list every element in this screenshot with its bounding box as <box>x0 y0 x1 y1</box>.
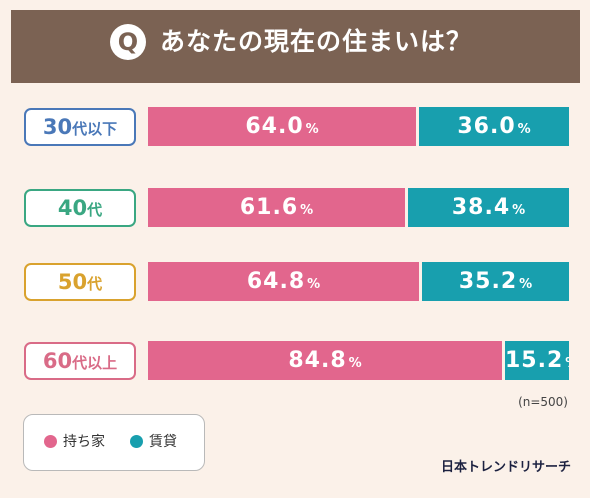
legend-item-owned: 持ち家 <box>44 432 105 452</box>
bar-owned: 64.8% <box>148 262 419 301</box>
bar-unit-label: % <box>348 356 362 371</box>
bar-rent: 36.0% <box>419 107 569 146</box>
bar-owned: 64.0% <box>148 107 416 146</box>
category-label-number: 60 <box>42 349 73 373</box>
category-label-suffix: 代 <box>87 275 103 293</box>
brand-logo: 日本トレンドリサーチ <box>440 460 571 475</box>
category-label: 50代 <box>24 263 136 301</box>
sample-size-note: (n=500) <box>518 395 568 409</box>
bar-value-label: 36.0 <box>457 114 516 139</box>
question-banner <box>11 10 580 83</box>
bar-value-label: 64.8 <box>246 269 306 294</box>
category-label: 40代 <box>24 189 136 227</box>
legend-label-rent: 賃貸 <box>149 434 177 450</box>
bar-rent: 38.4% <box>408 188 569 227</box>
bar-unit-label: % <box>307 277 321 292</box>
bar-unit-label: % <box>305 122 319 137</box>
category-label-suffix: 代以下 <box>72 120 118 138</box>
bar-rent: 35.2% <box>422 262 569 301</box>
legend-item-rent: 賃貸 <box>130 432 177 452</box>
bar-value-label: 64.0 <box>245 114 304 139</box>
bar-value-label: 61.6 <box>239 195 299 220</box>
legend-label-owned: 持ち家 <box>63 434 105 450</box>
category-label-suffix: 代 <box>87 201 103 219</box>
category-label: 60代以上 <box>24 342 136 380</box>
category-label-number: 50 <box>57 270 88 294</box>
category-label-number: 30 <box>42 115 73 139</box>
bar-owned: 84.8% <box>148 341 502 380</box>
category-label-number: 40 <box>57 196 88 220</box>
bar-unit-label: % <box>300 203 314 218</box>
category-label-suffix: 代以上 <box>72 354 118 372</box>
q-badge: Q <box>110 24 146 60</box>
legend-swatch-owned <box>44 435 57 448</box>
category-label: 30代以下 <box>24 108 136 146</box>
bar-unit-label: % <box>565 356 569 371</box>
legend: 持ち家 賃貸 <box>23 414 205 471</box>
bar-value-label: 35.2 <box>458 269 518 294</box>
bar-rent: 15.2% <box>505 341 569 380</box>
bar-value-label: 84.8 <box>288 348 347 373</box>
bar-unit-label: % <box>512 203 526 218</box>
bar-owned: 61.6% <box>148 188 405 227</box>
bar-unit-label: % <box>517 122 531 137</box>
bar-unit-label: % <box>519 277 533 292</box>
question-title: あなたの現在の住まいは？ <box>160 27 473 56</box>
bar-value-label: 38.4 <box>451 195 511 220</box>
bar-value-label: 15.2 <box>505 348 564 373</box>
legend-swatch-rent <box>130 435 143 448</box>
